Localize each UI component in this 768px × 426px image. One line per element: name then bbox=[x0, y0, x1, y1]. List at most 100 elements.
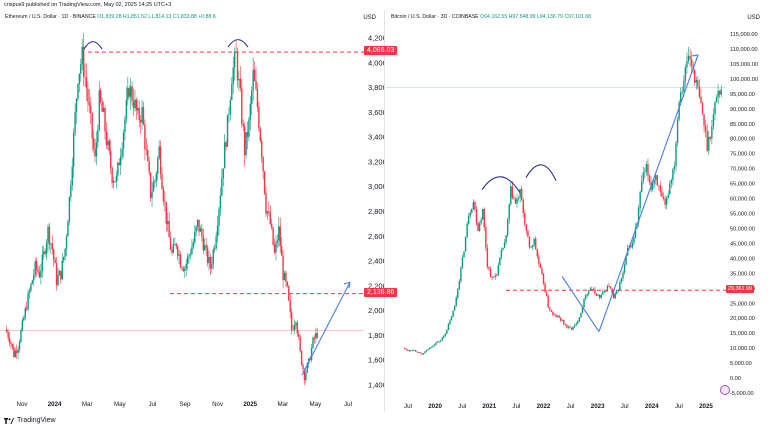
btc-chart[interactable]: 115,000.00 110,000.00 105,000.00 100,000.00… bbox=[386, 10, 768, 412]
candle-body bbox=[221, 178, 223, 196]
candle-body bbox=[589, 288, 591, 291]
btc-price-axis-label: 15,000.00 bbox=[730, 331, 755, 337]
candle-body bbox=[690, 58, 693, 66]
candle-body bbox=[171, 249, 173, 253]
candle-body bbox=[503, 242, 506, 249]
candle-body bbox=[299, 336, 301, 351]
btc-trendline-up bbox=[598, 54, 699, 332]
candle-body bbox=[23, 317, 25, 321]
candle-body bbox=[422, 353, 425, 355]
candle-body bbox=[404, 348, 406, 349]
candle-body bbox=[563, 319, 565, 324]
candle-body bbox=[535, 238, 537, 250]
eth-time-axis-label: Nov bbox=[16, 401, 28, 408]
candle-body bbox=[644, 171, 646, 173]
eth-chart[interactable]: 4,200.00 4,000.00 3,800.00 3,600.00 3,400.00… bbox=[0, 10, 384, 412]
candle-body bbox=[72, 132, 75, 167]
candle-body bbox=[188, 255, 190, 257]
candle-body bbox=[714, 102, 716, 115]
candle-body bbox=[216, 225, 219, 237]
candle-body bbox=[60, 270, 62, 280]
candle-body bbox=[175, 243, 177, 247]
btc-double-top-arc bbox=[481, 176, 521, 193]
candle-body bbox=[80, 64, 82, 74]
candle-body bbox=[581, 307, 584, 313]
eth-price-axis-label: 1,600.00 bbox=[368, 356, 384, 365]
event-flag-icon[interactable] bbox=[720, 384, 730, 395]
candle-body bbox=[478, 223, 481, 232]
candle-body bbox=[278, 226, 280, 241]
candle-body bbox=[606, 285, 609, 292]
candle-body bbox=[505, 235, 507, 243]
candle-body bbox=[92, 138, 95, 149]
candle-body bbox=[78, 73, 81, 84]
candle-body bbox=[614, 293, 616, 299]
candle-body bbox=[457, 288, 459, 298]
candle-body bbox=[68, 197, 71, 222]
candle-body bbox=[676, 119, 679, 143]
candle-body bbox=[701, 102, 704, 115]
candle-body bbox=[695, 80, 697, 83]
candle-body bbox=[261, 140, 263, 158]
candle-body bbox=[8, 337, 11, 343]
candle-body bbox=[105, 131, 108, 146]
candle-body bbox=[218, 209, 220, 226]
eth-time-axis-label: Mar bbox=[277, 401, 288, 408]
candle-body bbox=[31, 280, 34, 284]
candle-body bbox=[195, 226, 197, 232]
btc-price-axis-label: 10,000.00 bbox=[730, 346, 755, 352]
candle-body bbox=[286, 281, 289, 287]
candle-body bbox=[164, 201, 166, 203]
candle-body bbox=[611, 288, 613, 294]
candle-body bbox=[145, 149, 148, 151]
candle-body bbox=[75, 98, 78, 112]
candle-body bbox=[609, 286, 612, 289]
candle-body bbox=[464, 237, 467, 252]
candle-body bbox=[566, 324, 568, 328]
candle-body bbox=[122, 132, 125, 149]
btc-price-axis-label: -5,000.00 bbox=[730, 391, 754, 397]
btc-price-axis-label: 105,000.00 bbox=[730, 62, 758, 68]
candle-body bbox=[496, 275, 498, 277]
candle-body bbox=[44, 251, 46, 254]
candle-body bbox=[198, 219, 200, 232]
candle-body bbox=[444, 333, 447, 336]
candle-body bbox=[474, 202, 476, 210]
candle-body bbox=[492, 277, 495, 278]
candle-body bbox=[433, 344, 436, 346]
candle-body bbox=[408, 350, 411, 352]
candle-body bbox=[527, 230, 529, 237]
candle-body bbox=[545, 292, 548, 297]
candle-body bbox=[421, 353, 423, 355]
candle-body bbox=[616, 290, 618, 294]
candle-body bbox=[204, 245, 206, 251]
candle-body bbox=[706, 131, 708, 151]
candle-body bbox=[550, 309, 553, 312]
tradingview-logo-icon bbox=[4, 417, 14, 424]
candle-body bbox=[485, 227, 487, 248]
candle-body bbox=[622, 272, 624, 279]
candle-body bbox=[151, 191, 153, 199]
eth-chart-panel[interactable]: Ethereum / U.S. Dollar · 1D · BINANCE O1… bbox=[0, 10, 398, 412]
eth-price-axis-label: 3,000.00 bbox=[368, 182, 384, 191]
candle-body bbox=[236, 52, 239, 81]
candle-body bbox=[290, 312, 293, 330]
btc-chart-panel[interactable]: Bitcoin / U.S. Dollar · 3D · COINBASE O9… bbox=[386, 10, 768, 412]
candle-body bbox=[315, 332, 317, 339]
candle-body bbox=[252, 69, 254, 91]
candle-body bbox=[172, 243, 175, 253]
candle-body bbox=[561, 319, 563, 321]
candle-body bbox=[110, 151, 112, 168]
btc-price-axis-label: 50,000.00 bbox=[730, 226, 755, 232]
candle-body bbox=[141, 107, 143, 123]
candle-body bbox=[282, 255, 284, 281]
candle-body bbox=[469, 212, 471, 216]
btc-price-axis-label: 25,000.00 bbox=[730, 301, 755, 307]
candle-body bbox=[270, 223, 273, 228]
candle-body bbox=[427, 349, 429, 350]
candle-body bbox=[280, 246, 283, 256]
candle-body bbox=[11, 344, 14, 347]
candle-body bbox=[189, 254, 192, 256]
candle-body bbox=[697, 80, 699, 87]
candle-body bbox=[497, 265, 500, 276]
